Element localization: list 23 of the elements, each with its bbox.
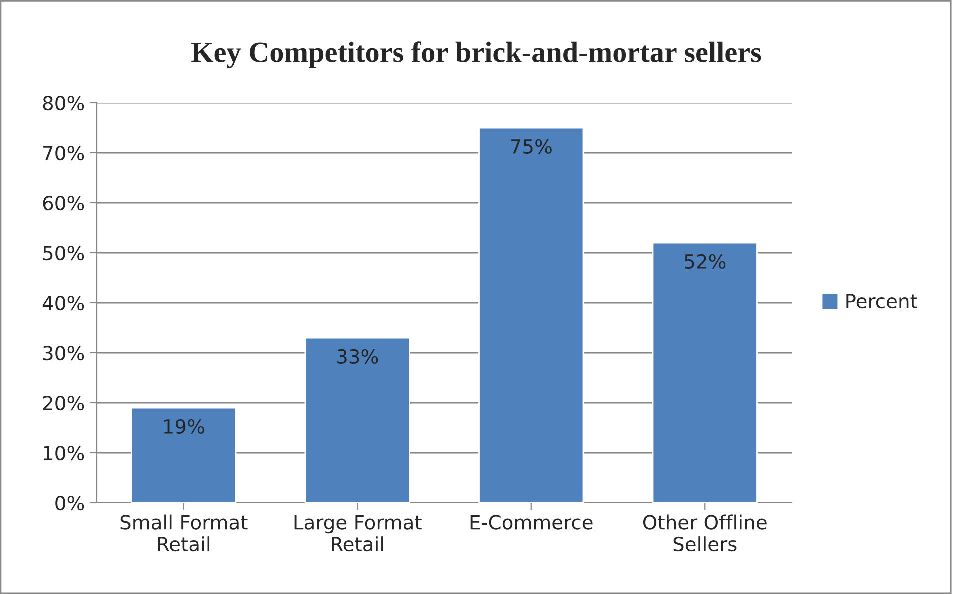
x-tick-label: E-Commerce	[470, 515, 593, 530]
x-tick-label: Large Format Retail	[294, 515, 422, 552]
bar	[131, 407, 237, 503]
legend-label: Percent	[846, 294, 918, 309]
y-tick-label: 80%	[43, 96, 84, 111]
y-tick-label: 40%	[42, 296, 84, 311]
y-tick-label: 0%	[56, 496, 84, 511]
bar	[304, 337, 410, 503]
y-tick-label: 70%	[44, 146, 84, 161]
y-tick-label: 60%	[43, 196, 84, 211]
y-tick-label: 50%	[43, 246, 84, 261]
y-tick-label: 30%	[43, 346, 84, 361]
chart-title: Key Competitors for brick-and-mortar sellers	[192, 42, 762, 68]
bar	[652, 242, 758, 503]
y-tick-label: 10%	[44, 446, 84, 461]
y-tick-label: 20%	[43, 396, 84, 411]
data-label: 33%	[338, 349, 378, 364]
x-tick-label: Other Offline Sellers	[643, 514, 767, 552]
x-tick-label: Small Format Retail	[120, 514, 248, 552]
bar	[478, 127, 584, 503]
data-label: 52%	[685, 254, 726, 270]
data-label: 75%	[511, 139, 552, 154]
data-label: 19%	[164, 419, 204, 434]
